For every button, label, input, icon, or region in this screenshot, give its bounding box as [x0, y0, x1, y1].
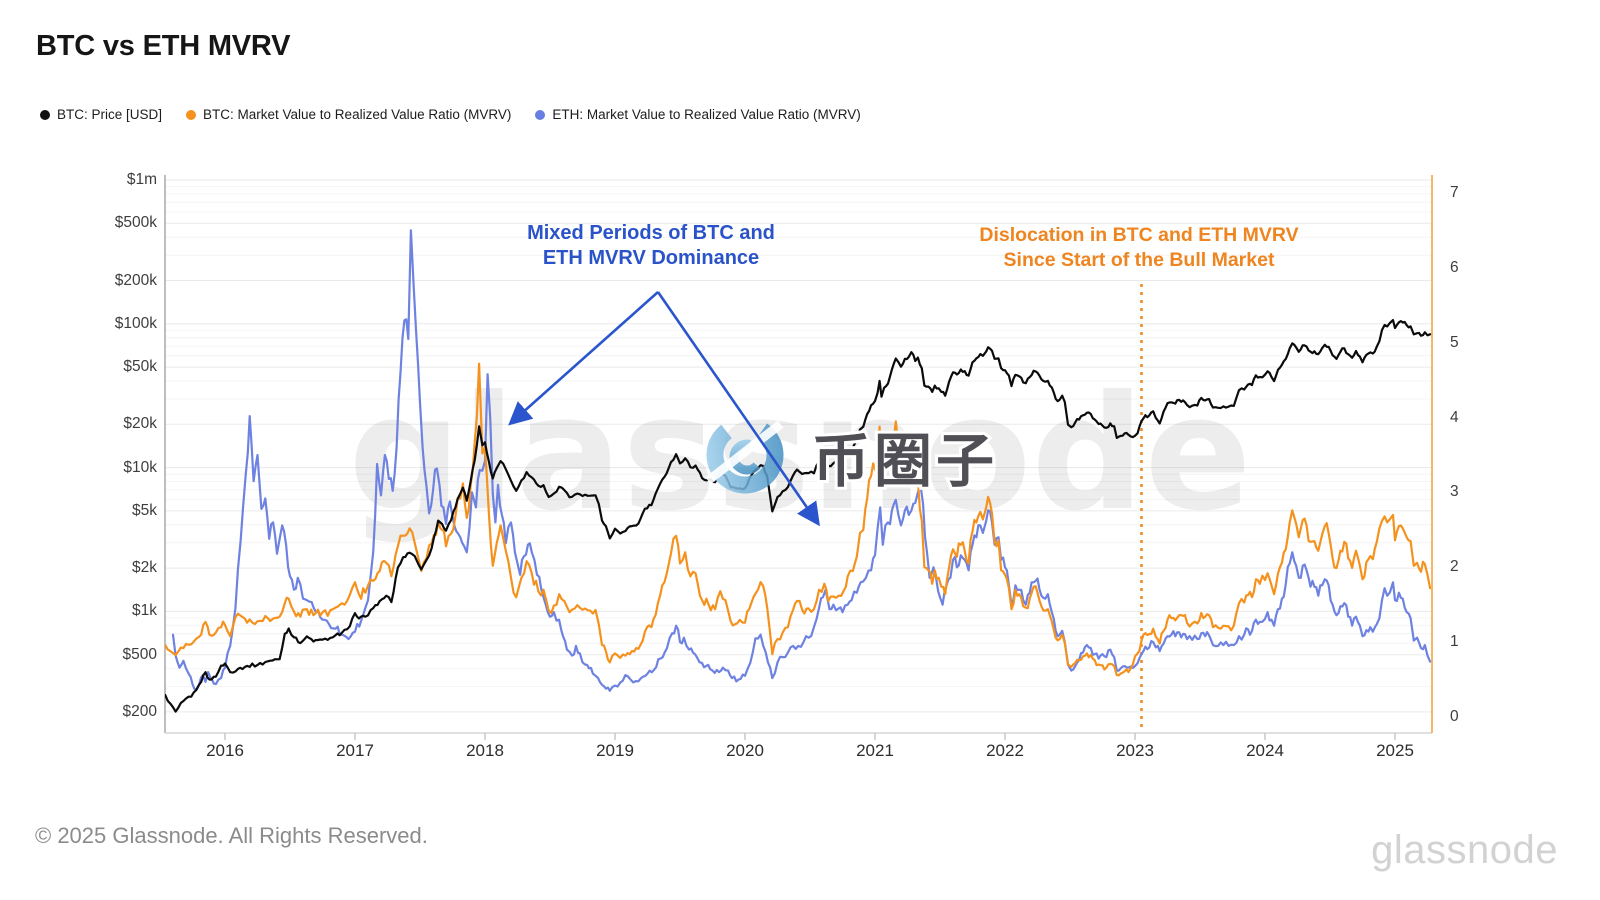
y-axis-tick-right: 4	[1450, 408, 1459, 426]
x-axis-tick: 2018	[466, 741, 504, 760]
cn-watermark-text: 币圈子	[812, 429, 998, 494]
legend-label: BTC: Price [USD]	[57, 107, 163, 122]
annotation-arrows	[508, 291, 820, 527]
y-axis-tick-left: $1k	[132, 602, 157, 620]
y-axis-tick-left: $50k	[123, 358, 157, 376]
x-axis-tick: 2019	[596, 741, 634, 760]
x-axis-tick: 2023	[1116, 741, 1154, 760]
annotation-mixed-periods-line1: Mixed Periods of BTC and	[527, 222, 775, 244]
cn-watermark: 币圈子	[705, 416, 998, 497]
legend-item-2[interactable]: ETH: Market Value to Realized Value Rati…	[535, 107, 861, 122]
y-axis-tick-right: 5	[1450, 333, 1459, 351]
axes	[164, 175, 1433, 740]
copyright-text: © 2025 Glassnode. All Rights Reserved.	[35, 823, 428, 848]
x-axis-tick: 2016	[206, 741, 244, 760]
series-line-btc-price	[165, 319, 1432, 713]
gridlines	[165, 179, 1432, 713]
y-axis-tick-right: 3	[1450, 483, 1459, 501]
x-axis-tick: 2022	[986, 741, 1024, 760]
y-axis-tick-right: 0	[1450, 708, 1459, 725]
cn-watermark-logo-icon	[705, 416, 784, 494]
y-axis-tick-left: $5k	[132, 501, 157, 519]
legend-label: BTC: Market Value to Realized Value Rati…	[203, 107, 512, 122]
annotation-mixed-periods-line2: ETH MVRV Dominance	[542, 247, 760, 269]
annotation-dislocation: Dislocation in BTC and ETH MVRV Since St…	[979, 223, 1298, 273]
y-axis-tick-left: $2k	[132, 559, 157, 577]
chart-legend: BTC: Price [USD] BTC: Market Value to Rea…	[40, 107, 861, 122]
y-axis-tick-left: $500k	[114, 214, 157, 232]
annotation-dislocation-line1: Dislocation in BTC and ETH MVRV	[979, 224, 1299, 246]
glassnode-watermark: glassnode	[348, 362, 1251, 546]
y-axis-tick-left: $500	[122, 645, 157, 663]
annotation-mixed-periods: Mixed Periods of BTC and ETH MVRV Domina…	[527, 221, 775, 271]
glassnode-logo: glassnode	[1371, 828, 1558, 872]
legend-dot-icon	[40, 109, 50, 120]
y-axis-tick-right: 1	[1450, 633, 1459, 651]
legend-dot-icon	[186, 109, 197, 120]
x-axis-tick: 2024	[1246, 741, 1284, 760]
legend-item-1[interactable]: BTC: Market Value to Realized Value Rati…	[186, 107, 511, 122]
legend-label: ETH: Market Value to Realized Value Rati…	[552, 107, 861, 122]
y-axis-tick-right: 6	[1450, 258, 1459, 276]
series-lines	[165, 229, 1432, 713]
y-axis-tick-left: $200	[122, 702, 157, 720]
annotation-dislocation-line2: Since Start of the Bull Market	[1003, 249, 1275, 271]
y-axis-tick-right: 7	[1450, 184, 1459, 201]
y-axis-tick-left: $10k	[123, 458, 157, 476]
x-axis-tick: 2025	[1376, 741, 1414, 760]
series-line-eth-mvrv	[171, 229, 1432, 692]
legend-item-0[interactable]: BTC: Price [USD]	[40, 107, 162, 122]
legend-dot-icon	[535, 109, 546, 120]
series-line-btc-mvrv	[165, 362, 1432, 677]
y-axis-tick-right: 2	[1450, 558, 1459, 576]
y-axis-tick-left: $1m	[126, 171, 157, 188]
x-axis-tick: 2017	[336, 741, 374, 760]
y-axis-tick-left: $200k	[114, 271, 157, 289]
x-axis-tick: 2021	[856, 741, 894, 760]
y-axis-tick-left: $100k	[114, 314, 157, 332]
x-axis-tick: 2020	[726, 741, 764, 760]
y-axis-tick-left: $20k	[123, 415, 157, 433]
page-title: BTC vs ETH MVRV	[36, 30, 291, 62]
